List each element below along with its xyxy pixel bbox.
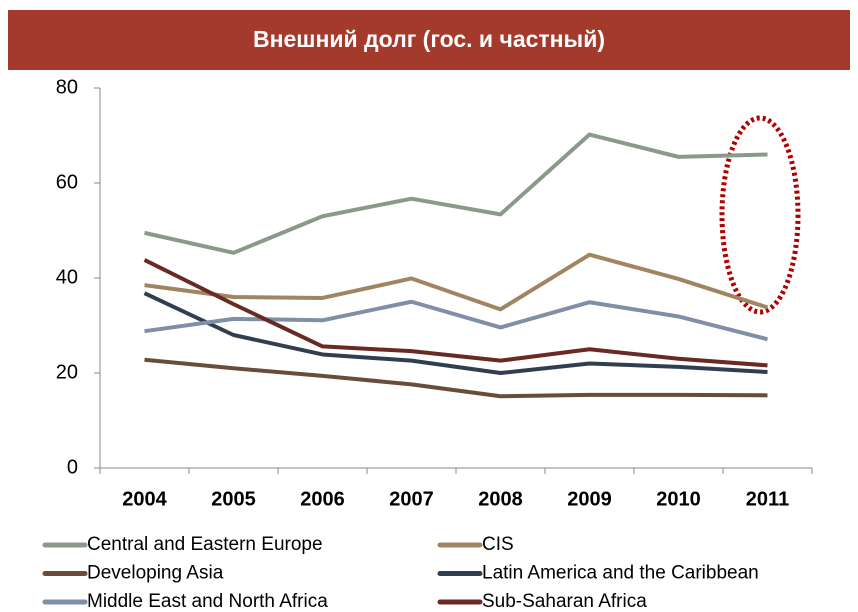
title-bar	[8, 10, 850, 70]
series-line	[144, 299, 768, 342]
x-tick-label: 2006	[300, 488, 345, 510]
legend-label: Middle East and North Africa	[87, 591, 328, 612]
series-line	[144, 132, 768, 255]
y-tick-label: 0	[67, 456, 78, 478]
y-tick-label: 40	[56, 266, 78, 288]
series-line	[143, 291, 768, 375]
x-tick-label: 2010	[656, 488, 701, 510]
x-tick-label: 2005	[211, 488, 256, 510]
legend-label: CIS	[482, 534, 514, 555]
series-line	[144, 357, 768, 399]
legend-label: Sub-Saharan Africa	[482, 591, 647, 612]
y-tick-label: 20	[56, 361, 78, 383]
legend-label: Central and Eastern Europe	[87, 534, 323, 555]
chart-title: Внешний долг (гос. и частный)	[253, 26, 605, 52]
legend-label: Developing Asia	[87, 563, 224, 584]
x-tick-label: 2011	[746, 488, 789, 510]
x-tick-label: 2004	[122, 488, 167, 510]
series-line	[143, 258, 768, 368]
y-tick-label: 60	[56, 171, 78, 193]
y-tick-label: 80	[56, 76, 78, 98]
x-tick-label: 2009	[567, 488, 612, 510]
series-line	[144, 252, 769, 312]
x-tick-label: 2007	[389, 488, 434, 510]
x-tick-label: 2008	[478, 488, 523, 510]
legend-label: Latin America and the Caribbean	[482, 563, 759, 584]
highlight-ellipse	[719, 115, 801, 315]
